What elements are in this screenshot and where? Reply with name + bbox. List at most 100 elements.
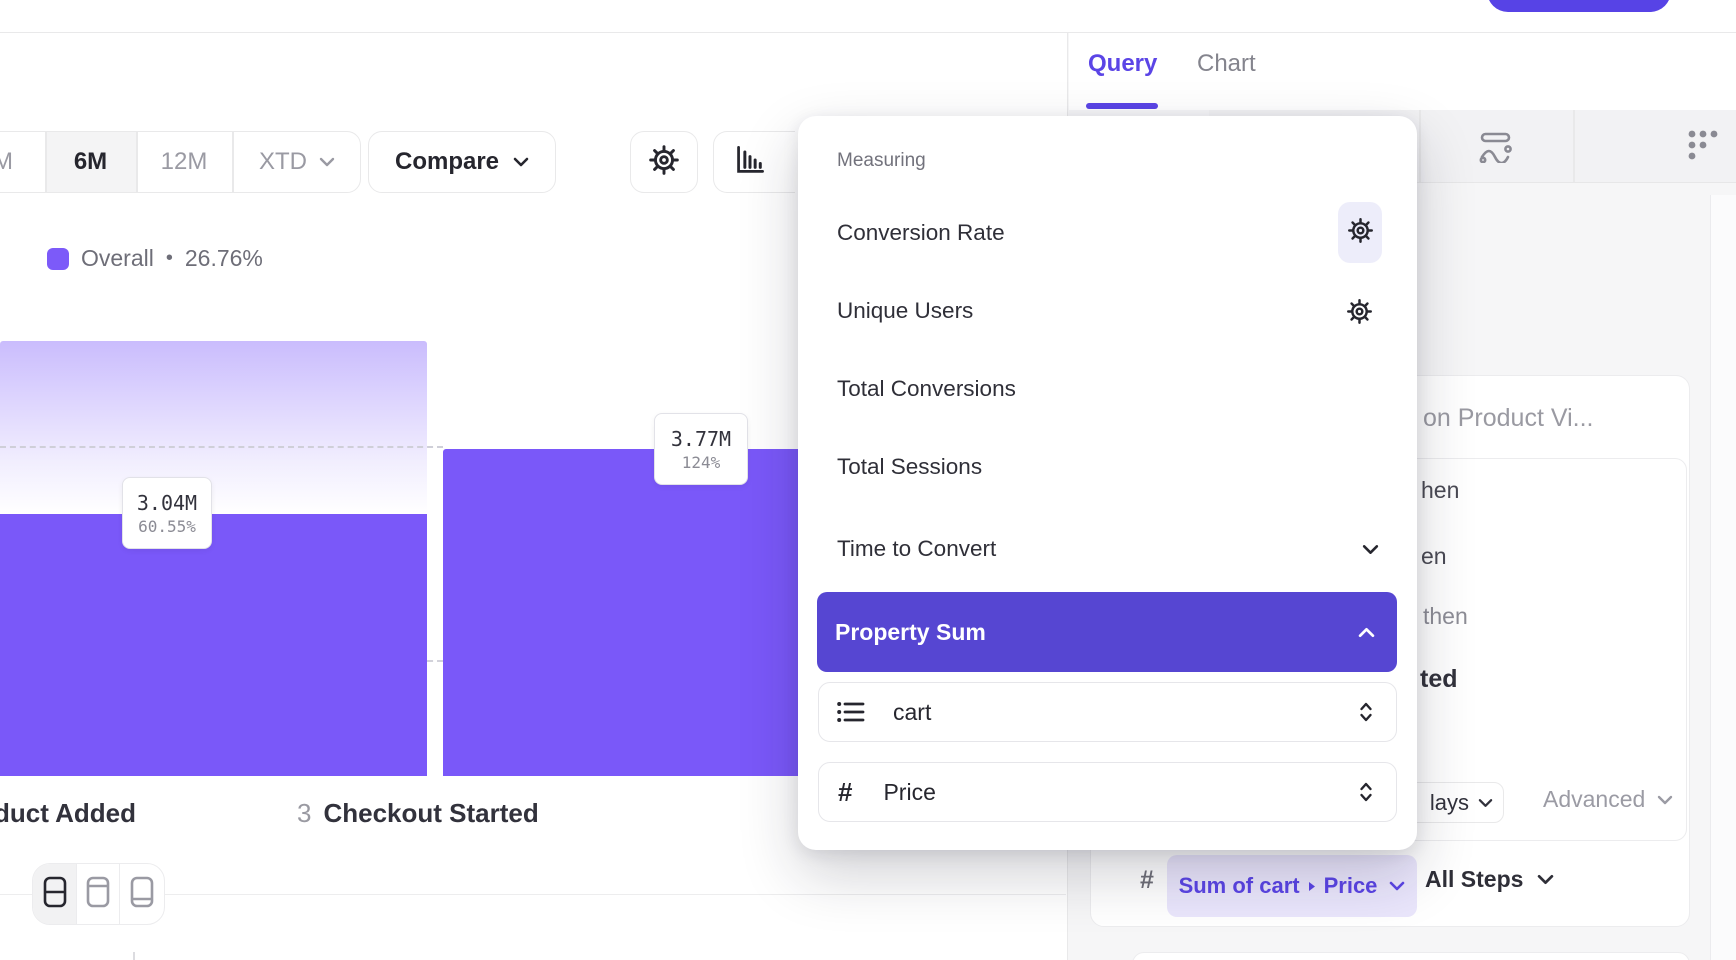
all-steps-label: All Steps (1425, 866, 1524, 892)
bar-percent: 124% (681, 452, 721, 472)
reference-dashed-line-1 (0, 446, 443, 448)
menu-item-label: Time to Convert (837, 536, 997, 561)
menu-item-label: Total Conversions (837, 376, 1016, 401)
step-connector-fragment: then (1423, 603, 1468, 629)
layout-bottom-icon (130, 876, 154, 913)
property-event-value: cart (893, 698, 932, 725)
tab-query[interactable]: Query (1088, 50, 1157, 78)
menu-item-conversion-rate[interactable]: Conversion Rate (798, 209, 1417, 257)
time-range-xtd[interactable]: XTD (232, 132, 362, 192)
gear-icon (1346, 299, 1373, 329)
conversion-window-fragment: lays (1429, 789, 1469, 815)
funnel-bar-product-added[interactable] (0, 514, 427, 776)
chevron-down-icon (1478, 798, 1493, 808)
menu-item-label: Total Sessions (837, 454, 983, 479)
time-range-group: M 6M 12M XTD (0, 131, 361, 193)
tab-chart[interactable]: Chart (1197, 50, 1256, 78)
time-range-6m[interactable]: 6M (45, 132, 136, 192)
menu-item-unique-users[interactable]: Unique Users (798, 287, 1417, 335)
layout-toggle-group (32, 863, 165, 925)
menu-item-time-to-convert[interactable]: Time to Convert (798, 525, 1417, 573)
funnel-bar-checkout-started[interactable] (443, 449, 803, 776)
sort-chevrons-icon (1358, 700, 1374, 724)
property-name-value: Price (883, 778, 936, 805)
query-card-header-fragment: on Product Vi... (1423, 404, 1594, 432)
layout-top-button[interactable] (77, 864, 120, 924)
chevron-down-icon (1657, 795, 1673, 805)
layout-split-button[interactable] (33, 864, 77, 924)
sidebar-scroll-gutter (1710, 195, 1736, 960)
time-range-12m-label: 12M (160, 148, 208, 175)
primary-action-button[interactable] (1487, 0, 1671, 12)
advanced-button[interactable]: Advanced (1543, 786, 1673, 813)
layout-bottom-button[interactable] (120, 864, 163, 924)
time-range-6m-bg (45, 132, 136, 192)
step-number: 3 (297, 798, 312, 828)
table-cell-divider (133, 952, 135, 960)
time-range-xtd-label: XTD (259, 148, 307, 175)
legend-value: 26.76% (184, 245, 263, 271)
layout-top-icon (86, 876, 110, 913)
grid-dots-icon (1687, 129, 1719, 166)
list-icon (836, 699, 866, 725)
step-name-fragment: duct Added (0, 798, 137, 828)
menu-item-label: Unique Users (837, 298, 974, 323)
chevron-up-icon (1358, 627, 1375, 638)
chevron-down-icon (1537, 874, 1554, 885)
bar-label-checkout-started: 3.77M 124% (654, 413, 748, 485)
sidebar-tabs-strip (1069, 33, 1736, 110)
more-charts-button[interactable] (1669, 125, 1736, 169)
measure-chip-label: Sum of cart (1178, 873, 1300, 898)
chevron-down-icon (1389, 881, 1405, 891)
chevron-down-icon (513, 157, 529, 167)
breadcrumb-arrow-icon (1308, 881, 1316, 892)
measuring-title: Measuring (837, 150, 926, 171)
flows-icon (1478, 131, 1514, 165)
property-name-select[interactable]: # Price (818, 762, 1397, 822)
hash-symbol: # (1140, 866, 1154, 894)
step-label-product-added: duct Added (0, 798, 136, 829)
measure-chip[interactable]: Sum of cart Price (1167, 855, 1417, 917)
tab-query-label: Query (1088, 50, 1158, 77)
next-card-sliver (1132, 952, 1690, 960)
legend: Overall • 26.76% (47, 245, 263, 272)
funnel-bar-product-added-unconverted (0, 341, 427, 514)
menu-item-total-conversions[interactable]: Total Conversions (798, 365, 1417, 413)
bar-chart-icon (734, 144, 766, 181)
menu-item-label: Conversion Rate (837, 220, 1005, 245)
step-row-fragment-3: ted (1420, 665, 1458, 693)
bar-value: 3.04M (136, 490, 198, 515)
property-event-select[interactable]: cart (818, 682, 1397, 742)
advanced-label: Advanced (1543, 786, 1646, 812)
legend-separator: • (165, 247, 173, 269)
flows-chart-button[interactable] (1459, 125, 1533, 169)
measuring-dropdown-panel: Measuring Conversion Rate Unique Users T… (798, 116, 1417, 850)
time-range-3m[interactable]: M (0, 132, 45, 192)
step-row-fragment-2: en (1421, 543, 1447, 569)
chevron-down-icon (1362, 544, 1379, 555)
legend-label: Overall (81, 245, 154, 271)
legend-swatch (47, 247, 69, 270)
time-range-12m[interactable]: 12M (136, 132, 232, 192)
layout-split-icon (43, 876, 67, 913)
chart-settings-button[interactable] (630, 131, 698, 193)
bar-percent: 60.55% (138, 516, 196, 536)
unique-users-gear-button[interactable] (1346, 298, 1373, 325)
step-label-checkout-started: 3 Checkout Started (297, 798, 539, 829)
menu-item-label: Property Sum (835, 618, 986, 645)
menu-item-property-sum[interactable]: Property Sum (817, 592, 1397, 672)
all-steps-dropdown[interactable]: All Steps (1425, 866, 1554, 893)
number-property-icon: # (838, 776, 853, 807)
conversion-rate-gear-button[interactable] (1338, 202, 1382, 263)
menu-item-total-sessions[interactable]: Total Sessions (798, 443, 1417, 491)
compare-label: Compare (394, 148, 500, 175)
bar-label-product-added: 3.04M 60.55% (122, 477, 212, 549)
step-row-fragment-1: hen (1421, 477, 1460, 503)
bar-value: 3.77M (670, 426, 732, 451)
compare-button[interactable]: Compare (368, 131, 556, 193)
time-range-6m-label: 6M (73, 148, 108, 175)
chart-type-button[interactable] (713, 131, 795, 193)
tab-query-underline (1086, 103, 1158, 109)
time-range-3m-label: M (0, 148, 13, 175)
